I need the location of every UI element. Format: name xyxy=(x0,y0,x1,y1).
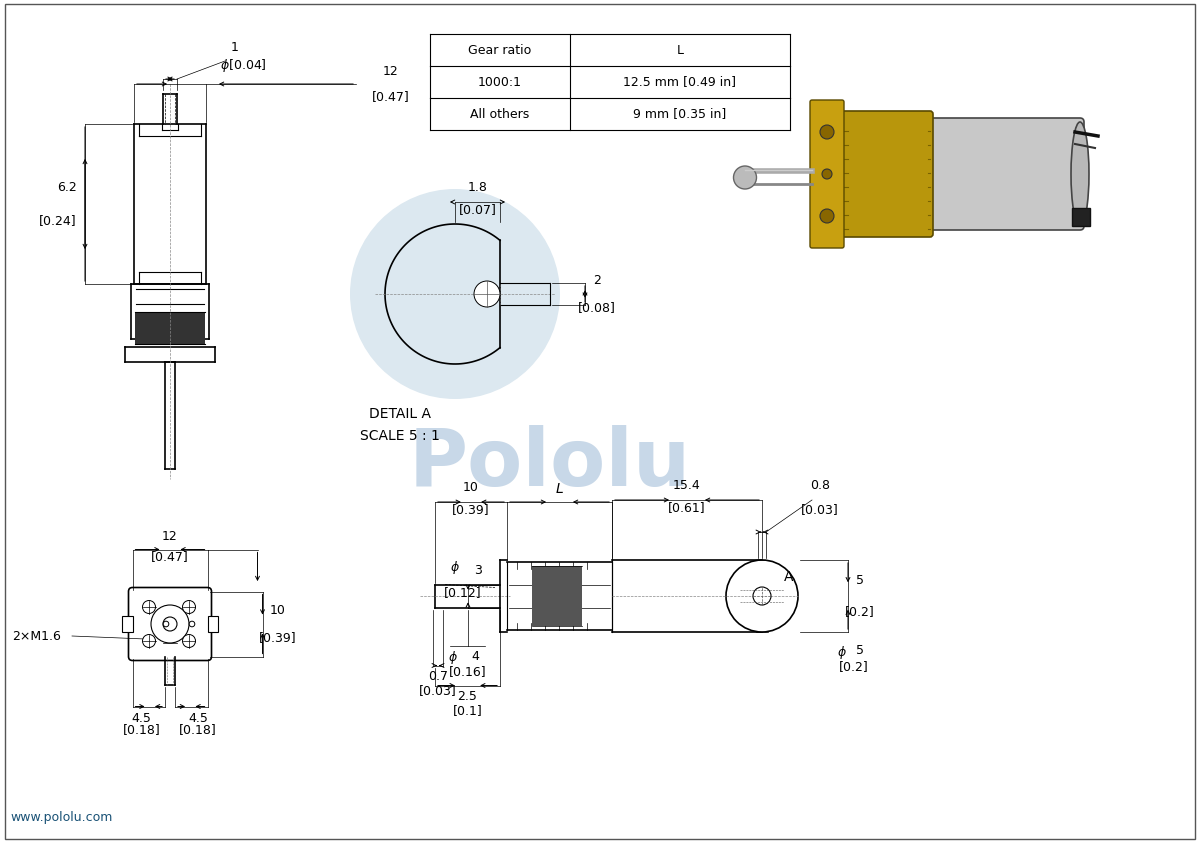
Text: 9 mm [0.35 in]: 9 mm [0.35 in] xyxy=(634,107,727,121)
FancyBboxPatch shape xyxy=(128,587,211,661)
Bar xyxy=(134,312,205,344)
Text: A: A xyxy=(784,570,793,584)
Text: www.pololu.com: www.pololu.com xyxy=(10,811,113,824)
Circle shape xyxy=(820,125,834,139)
Text: [0.18]: [0.18] xyxy=(122,723,161,737)
Text: DETAIL A: DETAIL A xyxy=(370,407,431,421)
Text: 12: 12 xyxy=(383,65,398,78)
Circle shape xyxy=(182,600,196,614)
Text: [0.07]: [0.07] xyxy=(458,203,497,216)
Circle shape xyxy=(182,635,196,647)
Text: [0.03]: [0.03] xyxy=(802,503,839,516)
Text: 4: 4 xyxy=(472,650,479,663)
Bar xyxy=(122,616,132,632)
Bar xyxy=(532,566,582,626)
Text: All others: All others xyxy=(470,107,529,121)
Text: 12: 12 xyxy=(162,529,178,543)
Text: Gear ratio: Gear ratio xyxy=(468,44,532,57)
Text: [0.2]: [0.2] xyxy=(845,605,875,618)
Text: 2: 2 xyxy=(593,274,601,287)
Bar xyxy=(208,616,217,632)
Text: 15.4: 15.4 xyxy=(673,479,701,492)
FancyBboxPatch shape xyxy=(838,111,934,237)
Text: [0.47]: [0.47] xyxy=(151,550,188,564)
Circle shape xyxy=(820,209,834,223)
Text: 10: 10 xyxy=(463,481,479,494)
Text: [0.2]: [0.2] xyxy=(839,660,869,673)
Ellipse shape xyxy=(1072,122,1090,226)
Text: [0.39]: [0.39] xyxy=(259,631,296,644)
Text: 5: 5 xyxy=(856,574,864,587)
Circle shape xyxy=(143,600,156,614)
Text: [0.12]: [0.12] xyxy=(444,587,482,599)
Circle shape xyxy=(474,281,500,307)
Circle shape xyxy=(822,169,832,179)
Circle shape xyxy=(754,587,772,605)
Circle shape xyxy=(163,617,178,631)
Circle shape xyxy=(143,635,156,647)
FancyBboxPatch shape xyxy=(810,100,844,248)
Text: [0.61]: [0.61] xyxy=(668,501,706,514)
Text: $\phi$: $\phi$ xyxy=(448,650,457,667)
Text: 2×M1.6: 2×M1.6 xyxy=(12,630,61,642)
Text: 5: 5 xyxy=(856,644,864,657)
Text: $\phi$: $\phi$ xyxy=(838,644,847,661)
Text: $\phi$: $\phi$ xyxy=(450,560,460,576)
Text: [0.24]: [0.24] xyxy=(40,214,77,227)
FancyBboxPatch shape xyxy=(922,118,1084,230)
Text: 0.7: 0.7 xyxy=(428,670,448,684)
Text: 3: 3 xyxy=(474,564,482,576)
Text: [0.39]: [0.39] xyxy=(452,503,490,516)
Text: 1000:1: 1000:1 xyxy=(478,75,522,89)
Text: 1: 1 xyxy=(232,41,239,54)
Text: [0.18]: [0.18] xyxy=(179,723,217,737)
Text: 4.5: 4.5 xyxy=(132,711,151,724)
Text: $\phi$[0.04]: $\phi$[0.04] xyxy=(220,57,266,74)
Circle shape xyxy=(726,560,798,632)
Circle shape xyxy=(350,189,560,399)
Circle shape xyxy=(190,621,194,627)
Circle shape xyxy=(163,621,169,627)
Text: L: L xyxy=(677,44,684,57)
Circle shape xyxy=(151,605,190,643)
Text: 6.2: 6.2 xyxy=(58,181,77,194)
Text: 12.5 mm [0.49 in]: 12.5 mm [0.49 in] xyxy=(624,75,737,89)
Text: 0.8: 0.8 xyxy=(810,479,830,492)
Text: 1.8: 1.8 xyxy=(468,181,487,194)
Text: SCALE 5 : 1: SCALE 5 : 1 xyxy=(360,429,440,443)
Text: Pololu: Pololu xyxy=(409,425,691,503)
Circle shape xyxy=(733,166,756,189)
Text: [0.47]: [0.47] xyxy=(372,90,410,103)
Text: 2.5: 2.5 xyxy=(457,690,478,704)
Bar xyxy=(1072,208,1090,226)
Text: [0.08]: [0.08] xyxy=(578,301,616,314)
Text: L: L xyxy=(556,482,563,496)
Text: [0.16]: [0.16] xyxy=(449,666,486,679)
Text: [0.03]: [0.03] xyxy=(419,684,457,697)
Text: [0.1]: [0.1] xyxy=(452,705,482,717)
Text: 10: 10 xyxy=(270,604,286,617)
Text: 4.5: 4.5 xyxy=(188,711,208,724)
